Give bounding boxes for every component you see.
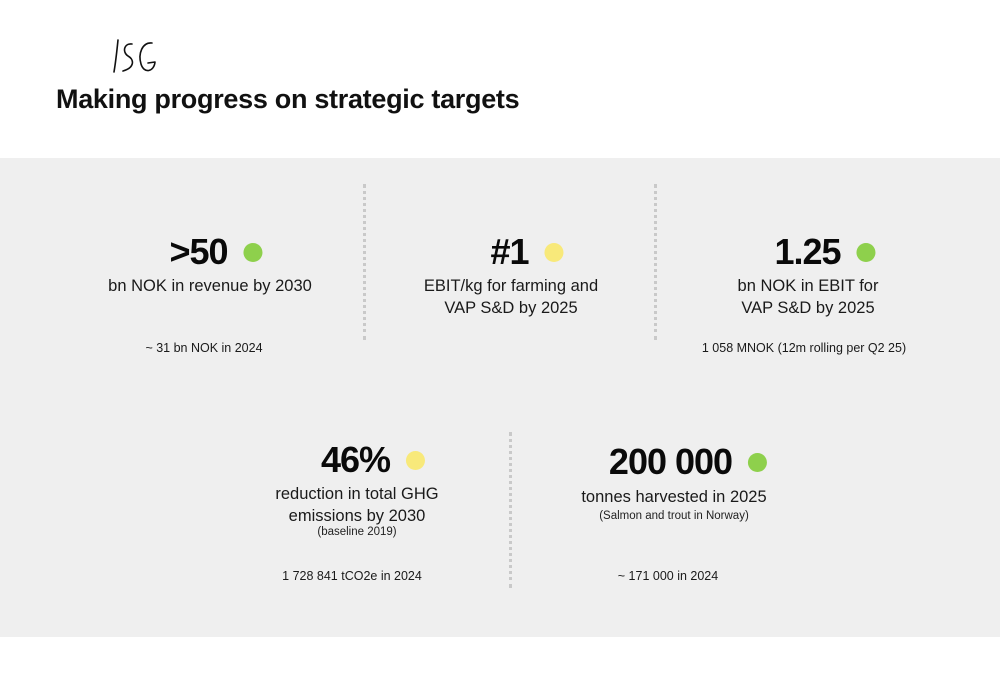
metric-value: 1.25	[774, 231, 841, 272]
target-note: (baseline 2019)	[317, 526, 397, 538]
status-dot-icon	[748, 452, 768, 472]
target-revenue-metric: >50	[169, 231, 263, 272]
target-ebit-vap-metric: 1.25	[774, 231, 876, 272]
description-line: bn NOK in revenue by 2030	[108, 277, 312, 295]
metric-value: >50	[169, 231, 228, 272]
divider	[363, 184, 366, 340]
description-line: reduction in total GHG	[275, 485, 439, 503]
status-dot-icon	[544, 242, 564, 262]
target-description: tonnes harvested in 2025	[581, 486, 766, 508]
status-dot-icon	[406, 450, 426, 470]
status-dot-icon	[243, 242, 263, 262]
divider	[509, 432, 512, 588]
targets-panel	[0, 158, 1000, 637]
target-ghg-metric: 46%	[320, 439, 426, 480]
target-actual: 1 058 MNOK (12m rolling per Q2 25)	[701, 341, 907, 355]
description-line: EBIT/kg for farming and	[423, 277, 599, 295]
description-line: VAP S&D by 2025	[444, 299, 578, 317]
description-line: tonnes harvested in 2025	[581, 488, 767, 506]
target-actual: ~ 171 000 in 2024	[617, 569, 719, 583]
metric-value: 46%	[320, 439, 391, 480]
metric-value: 200 000	[608, 441, 733, 482]
metric-value: #1	[490, 231, 529, 272]
target-actual: ~ 31 bn NOK in 2024	[145, 341, 263, 355]
target-note: (Salmon and trout in Norway)	[599, 510, 749, 522]
description-line: emissions by 2030	[288, 507, 426, 525]
target-harvest-metric: 200 000	[608, 441, 768, 482]
target-description: EBIT/kg for farming and VAP S&D by 2025	[424, 275, 598, 319]
description-line: VAP S&D by 2025	[741, 299, 875, 317]
target-description: bn NOK in revenue by 2030	[108, 275, 312, 297]
status-dot-icon	[856, 242, 876, 262]
target-description: bn NOK in EBIT for VAP S&D by 2025	[738, 275, 879, 319]
description-line: bn NOK in EBIT for	[737, 277, 879, 295]
divider	[654, 184, 657, 340]
target-ebit-kg-metric: #1	[490, 231, 564, 272]
page-title: Making progress on strategic targets	[56, 84, 520, 114]
target-actual: 1 728 841 tCO2e in 2024	[282, 569, 422, 583]
target-description: reduction in total GHG emissions by 2030	[275, 483, 438, 527]
lsg-logo	[113, 39, 156, 73]
